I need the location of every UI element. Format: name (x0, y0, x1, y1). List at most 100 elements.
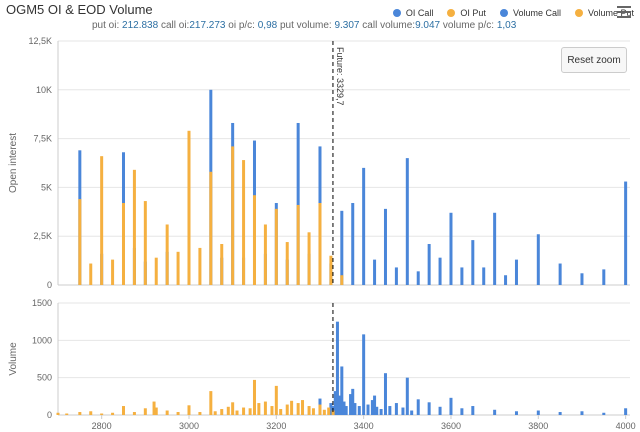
bar (220, 409, 224, 415)
hamburger-menu-icon[interactable] (617, 6, 631, 18)
bar (242, 407, 246, 415)
legend-item-oi-call[interactable]: OI Call (392, 8, 433, 18)
bar (349, 394, 353, 415)
bar (285, 242, 289, 285)
bar (165, 224, 169, 285)
legend-item-volume-put[interactable]: Volume Put (574, 8, 634, 18)
bar (307, 406, 311, 415)
bar (132, 169, 136, 285)
bar (375, 406, 379, 415)
x-tick-label: 3000 (179, 421, 199, 431)
bar (460, 267, 464, 285)
bar (154, 257, 158, 285)
bar (296, 122, 300, 285)
reset-zoom-button[interactable]: Reset zoom (561, 47, 627, 73)
call-oi-value: 217.273 (189, 20, 226, 31)
legend-item-oi-put[interactable]: OI Put (447, 8, 486, 18)
bar (318, 203, 322, 285)
legend-item-volume-call[interactable]: Volume Call (499, 8, 561, 18)
x-tick-label: 4000 (616, 421, 636, 431)
bar (514, 259, 518, 285)
bar (410, 410, 414, 415)
chart-subtitle: put oi: 212.838 call oi:217.273 oi p/c: … (92, 20, 516, 31)
legend-dot-icon (392, 9, 401, 17)
bar (514, 411, 518, 415)
legend-dot-icon (574, 9, 583, 17)
bar (438, 257, 442, 285)
bar (366, 404, 370, 415)
bar (379, 409, 383, 415)
x-tick-label: 3600 (441, 421, 461, 431)
x-tick-label: 3400 (354, 421, 374, 431)
bar (307, 232, 311, 285)
bar (198, 247, 202, 285)
bar (351, 203, 355, 285)
bar (449, 397, 453, 415)
bar (342, 401, 346, 415)
bar (370, 400, 374, 415)
volume-pc-label: volume p/c: (442, 20, 495, 31)
x-tick-label: 3200 (266, 421, 286, 431)
bar (290, 400, 294, 415)
bar (340, 275, 344, 285)
bar (111, 412, 115, 415)
put-oi-value: 212.838 (122, 20, 159, 31)
bar (220, 244, 224, 285)
bar (121, 203, 125, 285)
bar (187, 130, 191, 285)
bar (353, 403, 357, 415)
bar (248, 408, 252, 415)
bar (340, 210, 344, 285)
bar (165, 410, 169, 415)
bar (427, 402, 431, 415)
call-oi-label: call oi: (160, 20, 190, 31)
bar (482, 267, 486, 285)
oi-pc-value: 0,98 (257, 20, 278, 31)
bar (78, 412, 82, 415)
volume-pc-value: 1,03 (496, 20, 517, 31)
call-volume-label: call volume: (362, 20, 416, 31)
bar (351, 388, 355, 415)
y-tick-label: 5K (41, 182, 52, 192)
bar (65, 413, 69, 415)
bar (427, 244, 431, 285)
bar (100, 413, 104, 415)
bar (558, 412, 562, 415)
x-tick-label: 2800 (92, 421, 112, 431)
bar (401, 407, 405, 415)
bar (449, 212, 453, 285)
bar (143, 201, 147, 285)
call-volume-value: 9.047 (415, 20, 441, 31)
bar (198, 412, 202, 415)
x-tick-label: 3800 (528, 421, 548, 431)
legend-dot-icon (499, 9, 508, 17)
bar (213, 411, 217, 415)
bar (263, 224, 267, 285)
bar (252, 195, 256, 285)
bar (493, 212, 497, 285)
bar (285, 404, 289, 415)
bar (274, 385, 278, 415)
y-tick-label: 0 (47, 410, 52, 420)
bar (132, 412, 136, 415)
bar (263, 401, 267, 415)
bar (373, 259, 377, 285)
bar (335, 321, 339, 415)
bar (187, 405, 191, 415)
bar (580, 411, 584, 415)
bar (100, 156, 104, 285)
bar (536, 234, 540, 285)
bar (558, 263, 562, 285)
y-tick-label: 0 (47, 280, 52, 290)
bar (154, 407, 158, 415)
bar (383, 373, 387, 415)
bar (257, 403, 261, 415)
legend-label: Volume Call (512, 8, 561, 18)
bar (416, 271, 420, 285)
put-oi-label: put oi: (92, 20, 120, 31)
bar (231, 402, 235, 415)
y-axis-title: Volume (8, 342, 19, 376)
bar (493, 409, 497, 415)
bar (383, 208, 387, 285)
bar (460, 408, 464, 415)
